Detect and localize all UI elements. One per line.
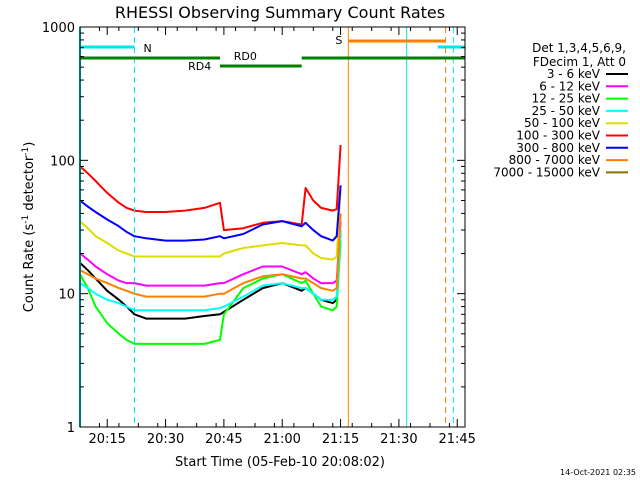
y-axis-label-sup: -1 bbox=[21, 215, 31, 224]
chart-title: RHESSI Observing Summary Count Rates bbox=[115, 3, 445, 22]
legend-header-line-2: FDecim 1, Att 0 bbox=[533, 55, 626, 69]
legend-label: 12 - 25 keV bbox=[532, 92, 601, 106]
y-axis-label-mid: detector bbox=[22, 155, 37, 215]
y-tick-label: 100 bbox=[50, 154, 75, 169]
x-tick-label: 21:00 bbox=[263, 432, 300, 447]
legend-label: 7000 - 15000 keV bbox=[493, 165, 600, 179]
series-line bbox=[79, 221, 342, 287]
x-tick-label: 20:30 bbox=[147, 432, 184, 447]
series-line bbox=[79, 240, 342, 345]
legend-label: 3 - 6 keV bbox=[547, 67, 601, 81]
legend-label: 300 - 800 keV bbox=[516, 141, 600, 155]
x-tick-label: 20:45 bbox=[205, 432, 242, 447]
series-line bbox=[79, 213, 342, 298]
timestamp: 14-Oct-2021 02:35 bbox=[560, 468, 636, 477]
y-tick-label: 1 bbox=[67, 421, 75, 436]
legend-label: 50 - 100 keV bbox=[524, 116, 601, 130]
night-label: N bbox=[143, 42, 151, 55]
x-tick-label: 20:15 bbox=[88, 432, 125, 447]
axes bbox=[79, 26, 466, 428]
series-line bbox=[79, 189, 342, 261]
x-tick-label: 21:30 bbox=[380, 432, 417, 447]
y-tick-label: 10 bbox=[58, 288, 75, 303]
x-tick-label: 21:45 bbox=[438, 432, 475, 447]
tick-labels: 20:15 20:30 20:45 21:00 21:15 21:30 21:45 1 10 10… bbox=[42, 21, 476, 447]
y-axis-label-close: ) bbox=[22, 142, 37, 147]
legend-label: 25 - 50 keV bbox=[532, 104, 601, 118]
series-line bbox=[79, 185, 342, 242]
legend-label: 800 - 7000 keV bbox=[509, 153, 601, 167]
legend-header-line-1: Det 1,3,4,5,6,9, bbox=[532, 41, 626, 55]
legend-label: 6 - 12 keV bbox=[539, 79, 601, 93]
saa-label: S bbox=[335, 34, 342, 47]
y-axis-label-sup2: -1 bbox=[21, 147, 31, 156]
series-line bbox=[79, 230, 342, 312]
x-tick-label: 21:15 bbox=[322, 432, 359, 447]
y-axis-label-text: Count Rate (s bbox=[22, 224, 37, 313]
plot-frame bbox=[79, 26, 466, 428]
plot-area bbox=[79, 145, 342, 345]
rd4-label: RD4 bbox=[188, 60, 211, 73]
x-axis-label: Start Time (05-Feb-10 20:08:02) bbox=[175, 455, 385, 470]
legend-label: 100 - 300 keV bbox=[516, 129, 600, 143]
rd0-label: RD0 bbox=[234, 50, 257, 63]
y-axis-label: Count Rate (s-1 detector-1) bbox=[21, 142, 37, 313]
series-line bbox=[79, 145, 342, 232]
y-tick-label: 1000 bbox=[42, 21, 75, 36]
